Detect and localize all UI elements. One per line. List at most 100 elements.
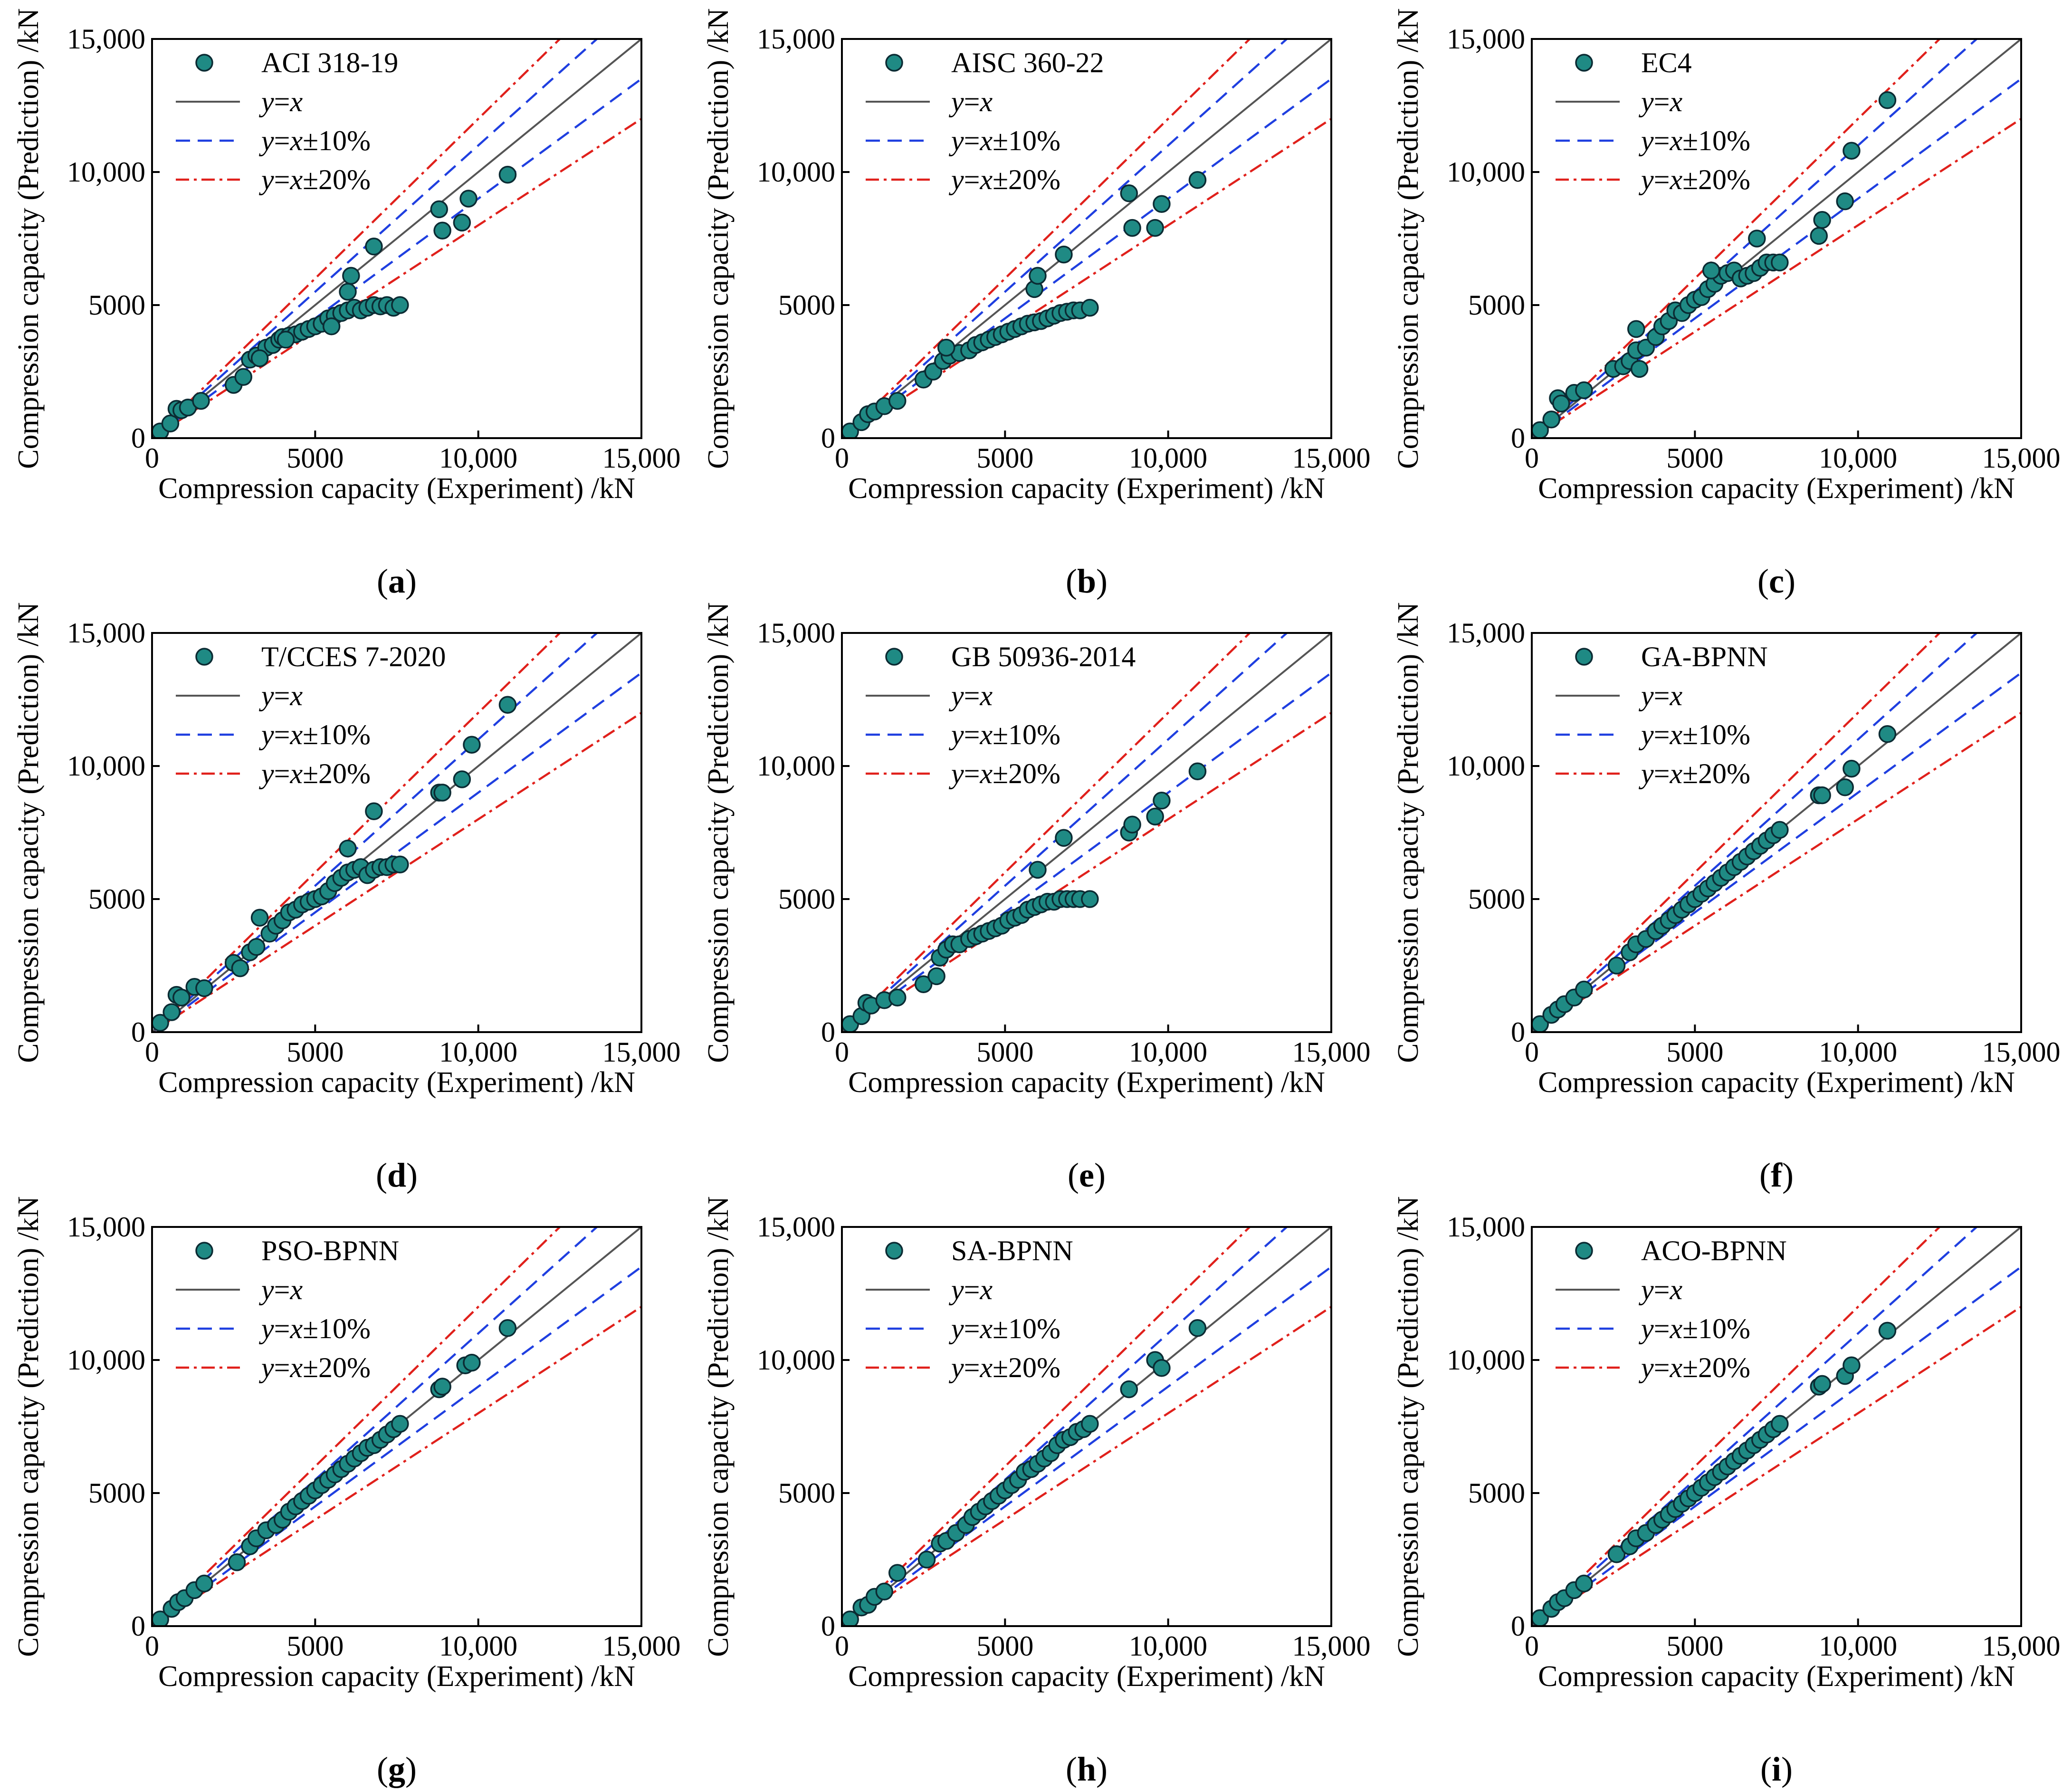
y-tick-label-b-0: 0 [821, 422, 835, 454]
data-point-d-32 [339, 839, 357, 858]
data-point-h-4 [875, 1582, 894, 1600]
scatter-points-f [1532, 725, 1897, 1032]
data-point-g-31 [433, 1378, 451, 1396]
x-tick-label-f-2: 10,000 [1819, 1036, 1897, 1068]
legend-marker-b [885, 54, 903, 72]
x-tick-label-d-2: 10,000 [439, 1036, 517, 1068]
x-tick-label-b-3: 15,000 [1292, 442, 1371, 474]
legend-label-e-1: y=x [948, 680, 993, 711]
data-point-d-1 [162, 1003, 181, 1021]
x-tick-label-h-0: 0 [835, 1630, 849, 1662]
data-point-i-31 [1813, 1375, 1831, 1393]
y-tick-label-f-0: 0 [1511, 1016, 1525, 1048]
y-tick-label-e-1: 5000 [778, 883, 835, 915]
panel-label-d: (d) [376, 1156, 418, 1194]
ref-line-band20-1-h [842, 1306, 1331, 1626]
y-axis-label-i: Compression capacity (Prediction) /kN [1392, 1196, 1424, 1657]
ref-line-band20-1-i [1532, 1306, 2021, 1626]
data-point-f-6 [1607, 957, 1626, 975]
x-axis-label-a: Compression capacity (Experiment) /kN [158, 472, 635, 505]
panel-label-e: (e) [1068, 1156, 1106, 1194]
data-point-h-5 [888, 1564, 907, 1582]
ref-line-band20-1-g [152, 1306, 641, 1626]
data-point-g-33 [463, 1353, 481, 1372]
x-axis-label-g: Compression capacity (Experiment) /kN [158, 1660, 635, 1693]
legend-label-d-3: y=x±20% [258, 758, 371, 789]
scatter-points-d [152, 696, 517, 1032]
x-axis-label-c: Compression capacity (Experiment) /kN [1538, 472, 2015, 505]
x-tick-label-e-3: 15,000 [1292, 1036, 1371, 1068]
y-tick-label-g-0: 0 [131, 1610, 145, 1642]
panel-label-a: (a) [377, 562, 417, 600]
ref-line-band20-0-h [842, 1227, 1251, 1626]
legend-marker-f [1575, 648, 1593, 666]
ref-line-band20-0-d [152, 633, 562, 1032]
x-axis-label-h: Compression capacity (Experiment) /kN [848, 1660, 1325, 1693]
data-point-a-41 [322, 317, 341, 335]
legend-marker-c [1575, 54, 1593, 72]
data-point-e-35 [1146, 807, 1164, 826]
legend-label-e-3: y=x±20% [948, 758, 1060, 789]
data-point-a-1 [161, 414, 180, 432]
ref-line-band20-0-a [152, 39, 562, 438]
y-tick-label-a-2: 10,000 [67, 156, 145, 188]
legend-label-c-3: y=x±20% [1638, 164, 1750, 195]
data-point-b-38 [937, 338, 955, 357]
y-tick-label-f-2: 10,000 [1447, 750, 1525, 782]
data-point-a-36 [453, 213, 471, 232]
data-point-f-33 [1843, 759, 1861, 778]
data-point-e-37 [1188, 762, 1207, 780]
legend-label-f-0: GA-BPNN [1641, 641, 1768, 672]
data-point-i-5 [1575, 1574, 1593, 1593]
panel-label-c: (c) [1757, 562, 1795, 600]
ref-line-band20-0-b [842, 39, 1251, 438]
legend-label-h-3: y=x±20% [948, 1352, 1060, 1383]
y-tick-label-g-3: 15,000 [67, 1211, 145, 1243]
data-point-a-42 [342, 267, 360, 285]
data-point-e-31 [1029, 861, 1047, 879]
legend-i: ACO-BPNN y=x y=x±10% y=x±20% [1556, 1235, 1787, 1383]
data-point-d-38 [498, 696, 517, 714]
data-point-d-35 [433, 784, 451, 802]
data-point-h-30 [1120, 1380, 1138, 1398]
data-point-b-33 [1120, 184, 1138, 202]
data-point-a-39 [250, 349, 269, 367]
legend-f: GA-BPNN y=x y=x±10% y=x±20% [1556, 641, 1768, 789]
x-axis-label-e: Compression capacity (Experiment) /kN [848, 1066, 1325, 1099]
ref-line-band10-1-c [1532, 78, 2021, 438]
legend-label-d-2: y=x±10% [258, 719, 371, 750]
data-point-d-31 [391, 855, 409, 873]
y-tick-label-d-1: 5000 [88, 883, 145, 915]
x-axis-label-d: Compression capacity (Experiment) /kN [158, 1066, 635, 1099]
data-point-d-36 [453, 770, 471, 788]
ref-line-band10-1-i [1532, 1266, 2021, 1626]
y-tick-label-h-0: 0 [821, 1610, 835, 1642]
data-point-a-34 [430, 200, 449, 219]
legend-label-g-2: y=x±10% [258, 1313, 371, 1344]
x-tick-label-g-3: 15,000 [602, 1630, 681, 1662]
scatter-points-g [152, 1319, 517, 1626]
ref-line-band20-0-g [152, 1227, 562, 1626]
legend-label-e-2: y=x±10% [948, 719, 1060, 750]
panel-h: 005000500010,00010,00015,00015,000Compre… [702, 1196, 1371, 1788]
data-point-g-34 [498, 1319, 517, 1337]
data-point-d-37 [463, 736, 481, 754]
y-axis-label-g: Compression capacity (Prediction) /kN [12, 1196, 45, 1657]
y-tick-label-e-3: 15,000 [757, 617, 835, 649]
ref-line-band10-0-g [152, 1227, 599, 1626]
data-point-h-6 [917, 1551, 936, 1569]
x-tick-label-b-0: 0 [835, 442, 849, 474]
ref-line-identity-0-e [842, 633, 1331, 1032]
data-point-b-5 [888, 392, 907, 410]
data-point-c-35 [1813, 211, 1831, 229]
axes-frame-d [151, 632, 642, 1033]
legend-label-g-0: PSO-BPNN [261, 1235, 399, 1266]
legend-label-e-0: GB 50936-2014 [951, 641, 1136, 672]
legend-e: GB 50936-2014 y=x y=x±10% y=x±20% [866, 641, 1136, 789]
legend-label-a-0: ACI 318-19 [261, 47, 398, 78]
data-point-d-5 [195, 979, 213, 997]
y-tick-label-i-0: 0 [1511, 1610, 1525, 1642]
data-point-g-6 [228, 1553, 246, 1571]
legend-label-c-0: EC4 [1641, 47, 1692, 78]
